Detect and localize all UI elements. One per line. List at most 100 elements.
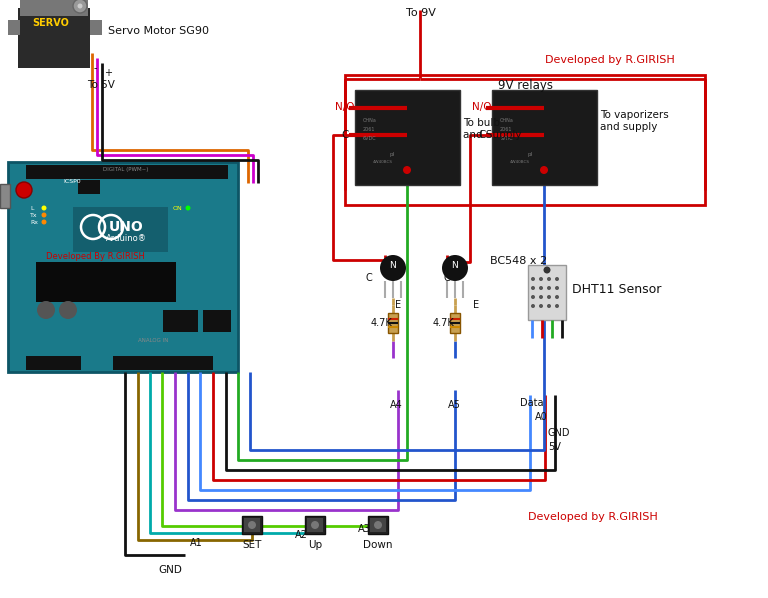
Text: 4.7K: 4.7K — [371, 318, 392, 328]
Text: Up: Up — [308, 540, 322, 550]
Text: C: C — [341, 130, 349, 140]
Text: Developed by R.GIRISH: Developed by R.GIRISH — [528, 512, 657, 522]
Text: To 5V: To 5V — [87, 80, 115, 90]
Text: A3: A3 — [358, 524, 371, 534]
Bar — [528, 265, 566, 320]
Text: ON: ON — [173, 206, 183, 211]
Text: 9V relays: 9V relays — [498, 79, 552, 92]
Circle shape — [540, 166, 548, 174]
Text: Arduino®: Arduino® — [105, 234, 147, 243]
Bar — [242, 516, 262, 534]
Text: A2: A2 — [295, 530, 308, 540]
Text: A1: A1 — [190, 538, 203, 548]
Circle shape — [531, 286, 535, 290]
Bar — [368, 516, 388, 534]
Text: GND: GND — [548, 428, 571, 438]
Circle shape — [16, 182, 32, 198]
Bar — [0, 184, 10, 208]
Text: GND: GND — [158, 565, 182, 575]
Text: Rx: Rx — [30, 220, 38, 225]
Text: 2061: 2061 — [500, 127, 512, 132]
Circle shape — [248, 521, 256, 529]
Text: A5: A5 — [448, 400, 461, 410]
Circle shape — [41, 206, 47, 210]
Bar — [36, 262, 176, 302]
Text: 4W40BCS: 4W40BCS — [510, 160, 530, 164]
Circle shape — [374, 521, 382, 529]
Circle shape — [531, 277, 535, 281]
Circle shape — [37, 301, 55, 319]
Circle shape — [186, 206, 190, 210]
Text: 4.7K: 4.7K — [433, 318, 455, 328]
Bar — [244, 518, 260, 532]
Bar — [26, 356, 81, 370]
Text: SERVO: SERVO — [32, 18, 69, 28]
Text: Tx: Tx — [30, 213, 38, 218]
Circle shape — [547, 286, 551, 290]
Text: Developed by R.GIRISH: Developed by R.GIRISH — [545, 55, 675, 65]
Text: 4W40BCS: 4W40BCS — [373, 160, 393, 164]
Circle shape — [539, 304, 543, 308]
Text: A4: A4 — [390, 400, 402, 410]
Circle shape — [531, 304, 535, 308]
Text: C: C — [478, 130, 485, 140]
Circle shape — [59, 301, 77, 319]
Text: N: N — [389, 261, 396, 270]
Bar — [26, 165, 228, 179]
Text: DHT11 Sensor: DHT11 Sensor — [572, 283, 661, 296]
Text: BC548 x 2: BC548 x 2 — [490, 256, 547, 266]
Circle shape — [555, 304, 559, 308]
Circle shape — [78, 4, 82, 8]
Text: E: E — [395, 300, 401, 310]
Circle shape — [73, 0, 87, 13]
Text: ANALOG IN: ANALOG IN — [138, 338, 168, 343]
Circle shape — [547, 277, 551, 281]
Bar — [20, 0, 88, 16]
Circle shape — [539, 295, 543, 299]
Text: -: - — [94, 63, 98, 73]
Text: 5V: 5V — [548, 442, 561, 452]
Text: ICSР0: ICSР0 — [63, 179, 81, 184]
Circle shape — [41, 219, 47, 224]
Bar — [18, 8, 90, 68]
Text: CHNa: CHNa — [500, 118, 514, 123]
Text: DIGITAL (PWM~): DIGITAL (PWM~) — [103, 167, 148, 172]
Text: A0: A0 — [535, 412, 548, 422]
Circle shape — [555, 286, 559, 290]
Circle shape — [380, 255, 406, 281]
Circle shape — [41, 212, 47, 218]
Text: N: N — [452, 261, 458, 270]
Circle shape — [539, 277, 543, 281]
Bar — [90, 20, 102, 35]
Text: Down: Down — [363, 540, 392, 550]
Bar — [73, 207, 168, 252]
Bar — [370, 518, 386, 532]
Bar — [78, 180, 100, 194]
Text: N/O: N/O — [335, 102, 355, 112]
Circle shape — [531, 295, 535, 299]
Text: 6VDC: 6VDC — [500, 136, 514, 141]
Circle shape — [311, 521, 319, 529]
Bar — [203, 310, 231, 332]
Circle shape — [544, 267, 551, 273]
Text: pl: pl — [527, 152, 532, 157]
Text: 6VDC: 6VDC — [363, 136, 376, 141]
Bar — [113, 356, 213, 370]
Circle shape — [403, 166, 411, 174]
Bar — [450, 313, 460, 333]
Text: To vaporizers
and supply: To vaporizers and supply — [600, 110, 669, 132]
Bar — [305, 516, 325, 534]
Text: 2061: 2061 — [363, 127, 376, 132]
Text: C: C — [365, 273, 372, 283]
Text: N/O: N/O — [472, 102, 492, 112]
Text: To bulb
and Supply: To bulb and Supply — [463, 118, 521, 139]
Text: To 9V: To 9V — [406, 8, 436, 18]
Text: Developed By R.GIRISH: Developed By R.GIRISH — [46, 252, 145, 261]
Text: E: E — [473, 300, 479, 310]
Text: SET: SET — [243, 540, 262, 550]
Text: CHNa: CHNa — [363, 118, 377, 123]
Bar — [345, 75, 705, 205]
Text: UNO: UNO — [108, 220, 144, 234]
Circle shape — [539, 286, 543, 290]
Text: L: L — [30, 206, 34, 211]
